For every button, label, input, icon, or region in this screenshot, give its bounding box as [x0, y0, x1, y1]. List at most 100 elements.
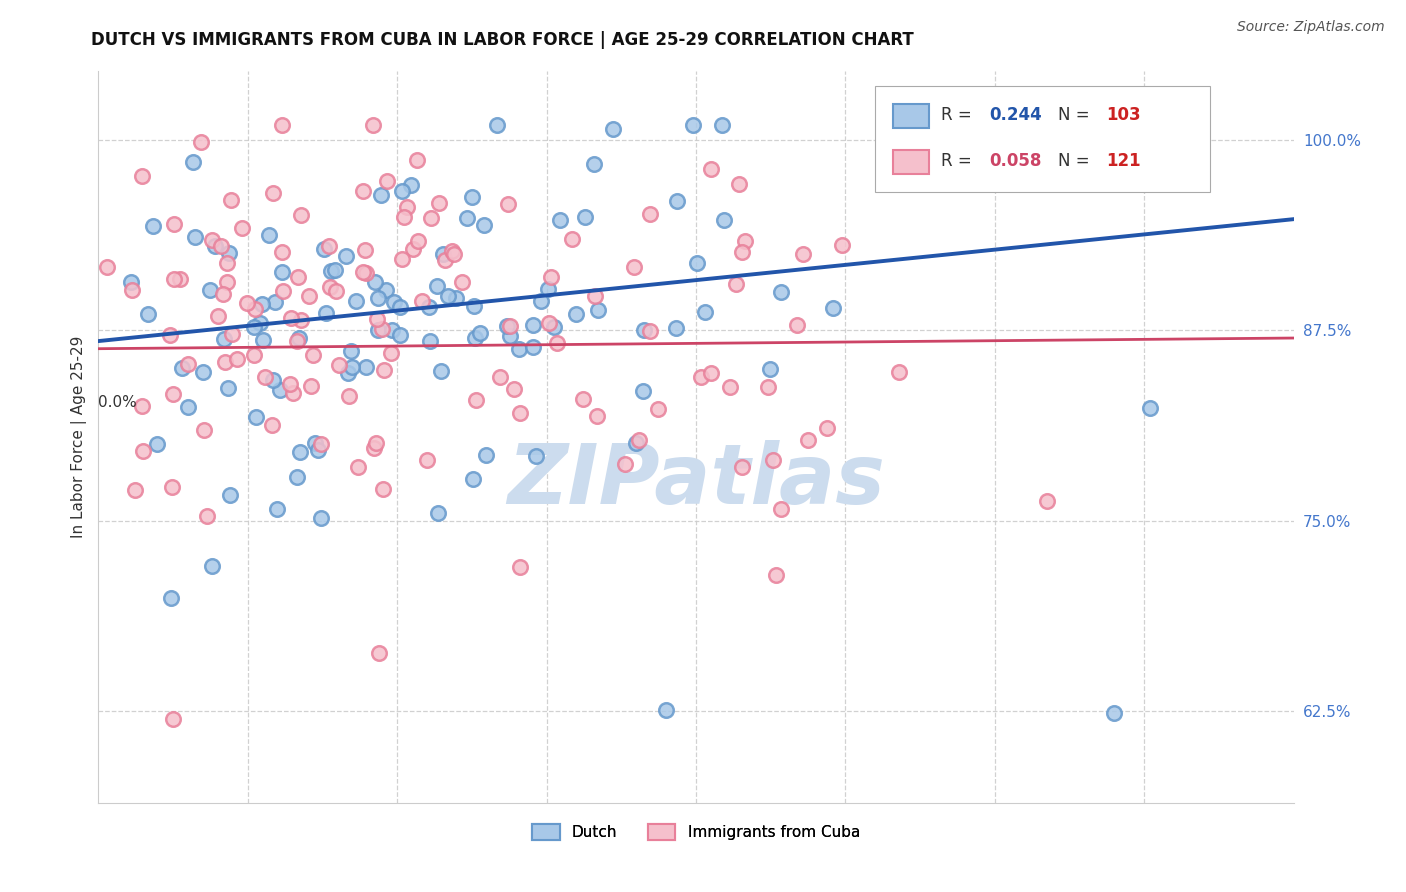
Point	[217, 381, 239, 395]
Point	[354, 266, 377, 280]
Point	[530, 293, 553, 308]
Point	[215, 256, 238, 270]
Point	[136, 307, 159, 321]
Point	[245, 410, 267, 425]
Point	[323, 263, 346, 277]
Point	[266, 502, 288, 516]
Point	[270, 244, 292, 259]
Point	[402, 243, 425, 257]
Point	[225, 352, 247, 367]
Point	[361, 118, 384, 132]
Point	[337, 367, 360, 381]
Point	[290, 208, 312, 222]
Point	[297, 289, 319, 303]
Point	[456, 211, 478, 225]
Bar	[893, 151, 929, 174]
Point	[441, 244, 464, 258]
Point	[461, 190, 484, 204]
Point	[335, 249, 357, 263]
Text: N =: N =	[1059, 152, 1090, 169]
Point	[159, 327, 181, 342]
Point	[419, 334, 441, 348]
Point	[831, 238, 853, 252]
Point	[181, 155, 204, 169]
Point	[254, 370, 277, 384]
Point	[367, 323, 389, 337]
Point	[450, 275, 472, 289]
Point	[271, 265, 294, 279]
Point	[686, 255, 709, 269]
Point	[160, 480, 183, 494]
Point	[364, 276, 387, 290]
Point	[120, 275, 142, 289]
Point	[337, 389, 360, 403]
Point	[287, 269, 309, 284]
Point	[1090, 118, 1112, 132]
Point	[207, 309, 229, 323]
Bar	[893, 104, 929, 128]
Point	[731, 244, 754, 259]
Point	[509, 560, 531, 574]
Point	[665, 321, 688, 335]
Point	[375, 283, 398, 297]
Point	[583, 289, 606, 303]
Point	[231, 221, 253, 235]
Point	[319, 280, 342, 294]
Point	[260, 418, 283, 433]
Point	[252, 333, 274, 347]
Point	[401, 178, 423, 192]
Text: 103: 103	[1107, 105, 1140, 123]
Point	[146, 436, 169, 450]
Point	[163, 217, 186, 231]
Point	[269, 384, 291, 398]
Point	[437, 289, 460, 303]
Point	[432, 246, 454, 260]
Point	[290, 313, 312, 327]
Point	[631, 384, 654, 398]
Point	[725, 277, 748, 291]
Point	[565, 307, 588, 321]
Point	[734, 234, 756, 248]
Point	[489, 370, 512, 384]
Point	[769, 285, 792, 299]
Point	[640, 207, 662, 221]
Point	[509, 407, 531, 421]
Point	[162, 712, 184, 726]
Point	[328, 358, 350, 372]
Point	[693, 304, 716, 318]
Point	[391, 252, 413, 266]
Point	[257, 227, 280, 242]
Point	[434, 252, 457, 267]
Point	[1139, 401, 1161, 415]
Point	[162, 386, 184, 401]
Point	[1035, 493, 1057, 508]
Point	[540, 269, 562, 284]
Point	[312, 242, 335, 256]
Point	[699, 367, 721, 381]
Point	[301, 379, 323, 393]
Point	[96, 260, 118, 275]
Point	[797, 434, 820, 448]
Point	[647, 401, 669, 416]
Point	[262, 186, 284, 200]
Point	[352, 184, 374, 198]
Point	[728, 177, 751, 191]
Point	[614, 457, 637, 471]
Point	[124, 483, 146, 497]
Point	[366, 312, 388, 326]
Point	[475, 448, 498, 462]
Point	[193, 423, 215, 437]
Point	[319, 264, 342, 278]
Text: Source: ZipAtlas.com: Source: ZipAtlas.com	[1237, 20, 1385, 34]
Point	[318, 238, 340, 252]
Point	[543, 319, 565, 334]
Point	[201, 233, 224, 247]
Point	[655, 703, 678, 717]
Point	[131, 169, 153, 183]
Point	[444, 291, 467, 305]
Text: R =: R =	[941, 152, 972, 169]
Point	[204, 239, 226, 253]
Point	[526, 449, 548, 463]
Point	[420, 211, 443, 226]
Point	[502, 382, 524, 396]
